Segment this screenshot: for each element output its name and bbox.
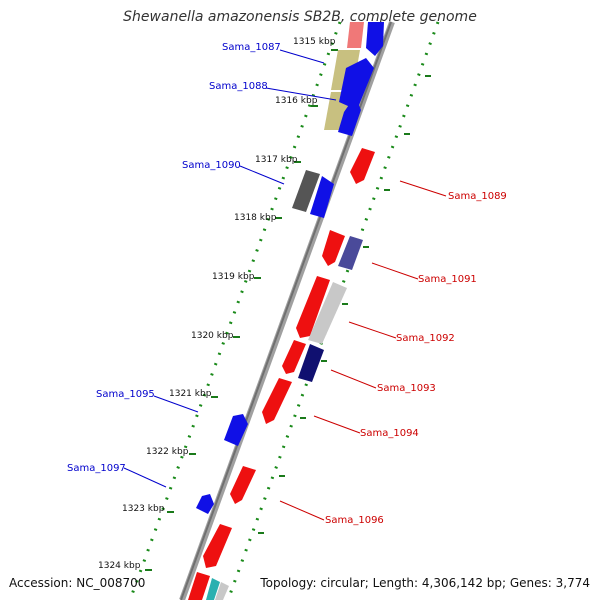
gene-sama-1089[interactable] [350,148,375,184]
accession-text: Accession: NC_008700 [9,576,146,590]
gene-label[interactable]: Sama_1095 [96,389,155,400]
gene-label[interactable]: Sama_1093 [377,383,436,394]
gene-label[interactable]: Sama_1096 [325,515,384,526]
gene-sama-1096[interactable] [230,466,256,504]
forward-leaders [123,49,337,488]
gene-label[interactable]: Sama_1092 [396,333,455,344]
gene-label[interactable]: Sama_1087 [222,42,281,53]
tick-label: 1320 kbp [191,331,234,341]
gene-sama-1092[interactable] [296,276,347,344]
gene-label[interactable]: Sama_1088 [209,81,268,92]
outer-ring-ticks [258,75,431,534]
tick-mark: 1319 kbp [212,272,261,282]
gene-label[interactable]: Sama_1090 [182,160,241,171]
tick-label: 1323 kbp [122,504,165,514]
gene-label[interactable]: Sama_1089 [448,191,507,202]
gene-sama-1091[interactable] [322,230,363,270]
tick-mark: 1316 kbp [275,96,318,107]
tick-mark: 1318 kbp [234,213,282,223]
tick-label: 1317 kbp [255,155,298,165]
tick-mark: 1320 kbp [191,331,240,341]
tick-label: 1319 kbp [212,272,255,282]
tick-mark: 1324 kbp [98,561,152,571]
gene-sama-1097[interactable] [196,494,214,514]
tick-mark: 1322 kbp [146,447,196,457]
gene-sama-1093[interactable] [282,340,324,382]
gene-sama-1090[interactable] [292,170,334,218]
forward-labels: Sama_1087 Sama_1088 Sama_1090 Sama_1095 … [67,42,281,474]
gene-sama-1087[interactable] [347,22,384,56]
reverse-leaders [279,180,447,521]
gene-label[interactable]: Sama_1097 [67,463,126,474]
tick-mark: 1323 kbp [122,504,174,514]
gene-label[interactable]: Sama_1094 [360,428,419,439]
tick-label: 1324 kbp [98,561,141,571]
gene-sama-1095[interactable] [224,414,248,446]
tick-label: 1321 kbp [169,389,212,399]
gene-label[interactable]: Sama_1091 [418,274,477,285]
map-title: Shewanella amazonensis SB2B, complete ge… [123,9,477,25]
gene-sama-1088[interactable] [324,50,374,136]
genome-summary-text: Topology: circular; Length: 4,306,142 bp… [260,576,590,590]
tick-label: 1316 kbp [275,96,318,106]
tick-mark: 1315 kbp [293,37,338,51]
gene-sama-1094[interactable] [262,378,292,424]
tick-label: 1315 kbp [293,37,336,47]
gene-unlabeled-segment [188,524,232,600]
reverse-labels: Sama_1089 Sama_1091 Sama_1092 Sama_1093 … [325,191,507,526]
tick-mark: 1321 kbp [169,389,218,399]
tick-label: 1318 kbp [234,213,277,223]
tick-label: 1322 kbp [146,447,189,457]
tick-mark: 1317 kbp [255,155,301,165]
